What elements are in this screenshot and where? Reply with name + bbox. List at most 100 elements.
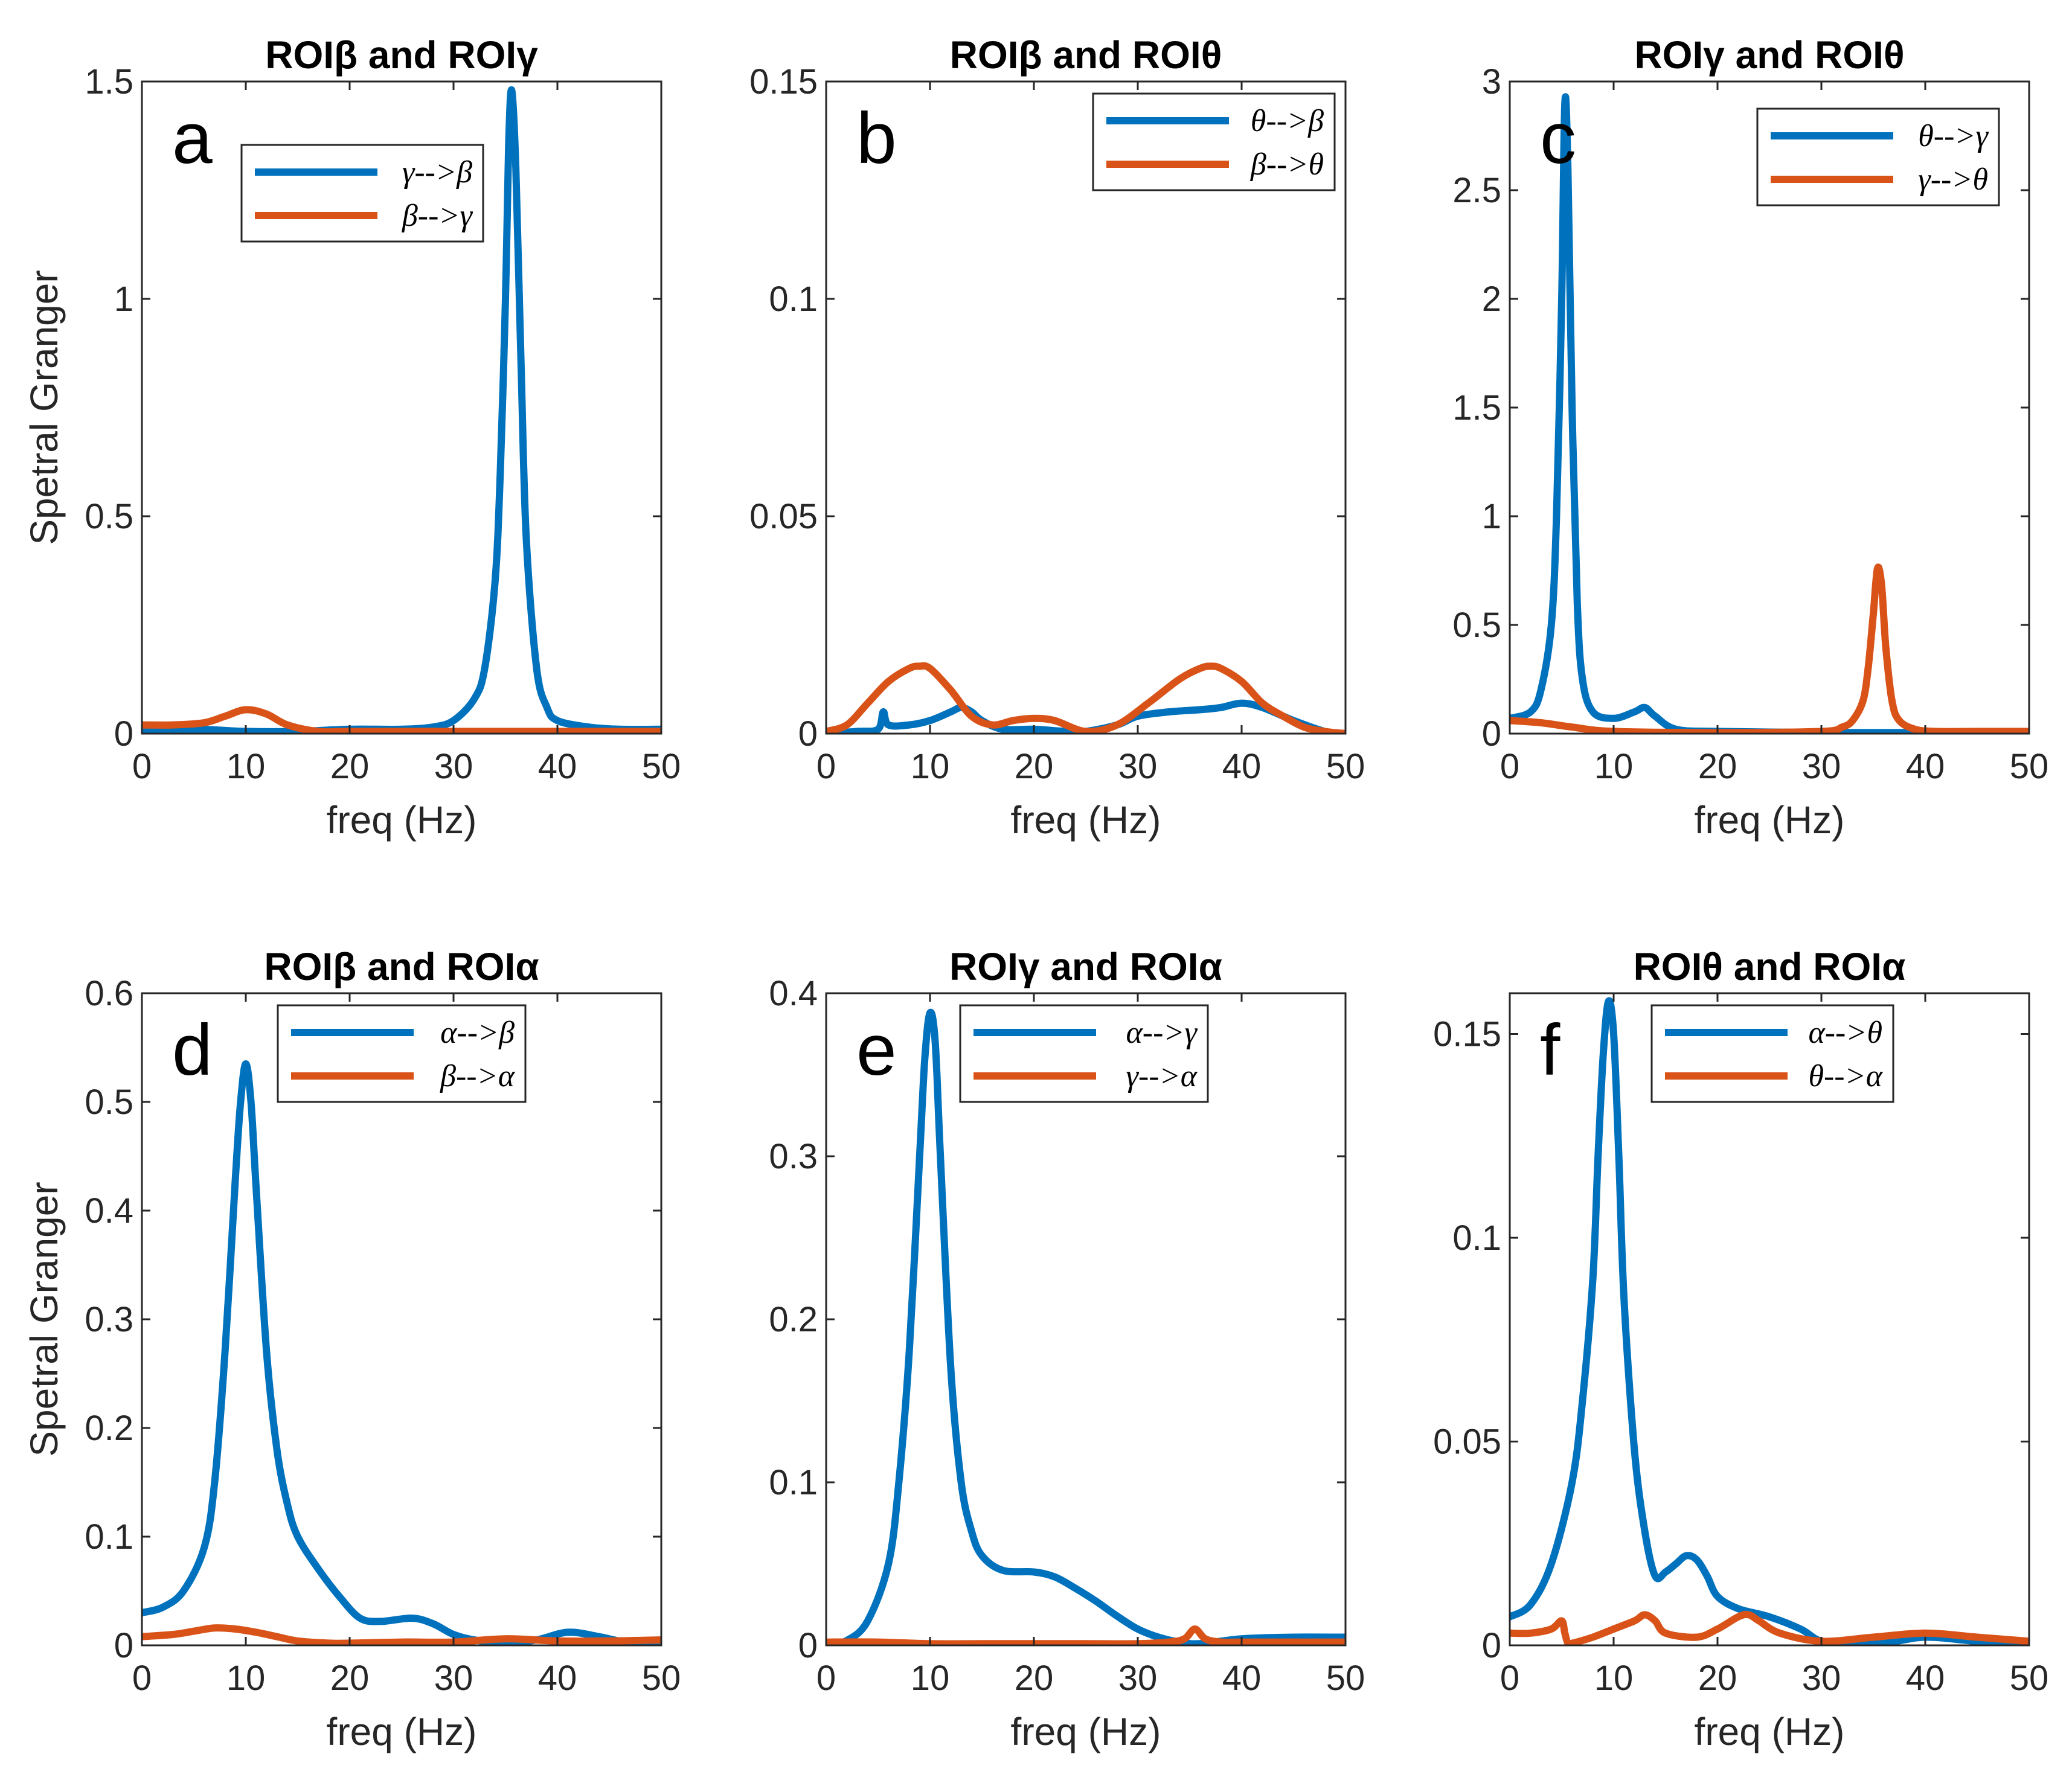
x-tick-label: 50 [2010, 1659, 2049, 1698]
legend-box [1092, 92, 1336, 191]
panel-title: ROIγ and ROIα [949, 945, 1222, 988]
axes-frame [825, 80, 1347, 735]
y-tick-label: 0.05 [1433, 1423, 1501, 1462]
y-tick-label: 1 [114, 280, 133, 319]
series-line-a-orange [142, 706, 661, 734]
x-tick-label: 10 [226, 747, 266, 786]
x-tick-label: 40 [538, 747, 577, 786]
x-tick-label: 20 [330, 747, 370, 786]
y-tick-label: 0.1 [769, 280, 818, 319]
legend: θ-->γ γ-->θ [1756, 107, 2000, 206]
legend: γ-->β β-->γ [240, 144, 484, 243]
y-tick-label: 3 [1482, 62, 1501, 101]
legend: α-->θ θ-->α [1650, 1004, 1894, 1103]
y-tick-label: 2.5 [1452, 171, 1501, 210]
legend: θ-->β β-->θ [1092, 92, 1336, 191]
legend-entry: α-->θ [1808, 1016, 1882, 1050]
x-tick-label: 40 [1222, 747, 1262, 786]
y-tick-label: 0 [114, 714, 133, 754]
y-tick-label: 0.2 [85, 1409, 133, 1448]
x-tick-label: 20 [1015, 1659, 1054, 1698]
x-tick-label: 30 [434, 747, 473, 786]
x-tick-label: 40 [538, 1659, 577, 1698]
y-tick-label: 0.4 [769, 974, 818, 1013]
x-axis-label: freq (Hz) [1695, 798, 1845, 842]
legend-box [240, 144, 484, 243]
x-axis-label: freq (Hz) [1011, 1710, 1161, 1753]
y-tick-label: 0.1 [1452, 1218, 1501, 1258]
x-tick-label: 20 [1015, 747, 1054, 786]
y-tick-label: 2 [1482, 280, 1501, 319]
panel-letter: c [1540, 98, 1576, 179]
x-tick-label: 40 [1222, 1659, 1262, 1698]
panel-title: ROIβ and ROIθ [950, 33, 1222, 77]
y-tick-label: 1.5 [1452, 388, 1501, 427]
y-tick-label: 0.1 [769, 1463, 818, 1502]
x-tick-label: 30 [1802, 1659, 1841, 1698]
legend-entry: β-->α [440, 1059, 516, 1093]
y-tick-label: 0.5 [85, 1083, 133, 1122]
x-tick-label: 20 [1698, 747, 1737, 786]
legend-entry: β-->γ [402, 199, 473, 233]
x-tick-label: 50 [1326, 747, 1365, 786]
x-tick-label: 10 [911, 747, 950, 786]
legend-entry: θ-->α [1808, 1059, 1883, 1093]
x-tick-label: 0 [132, 747, 152, 786]
y-tick-label: 0 [1482, 714, 1501, 754]
x-tick-label: 20 [330, 1659, 370, 1698]
y-tick-label: 0 [798, 714, 818, 754]
y-tick-label: 0.05 [749, 497, 818, 536]
panel-b: 0 10 20 30 40 50 0 0.05 0.1 0.15 ROIβ and ROIθ freq… [749, 33, 1365, 842]
y-tick-label: 0 [1482, 1626, 1501, 1665]
x-tick-label: 50 [642, 1659, 681, 1698]
legend-entry: θ-->β [1251, 104, 1324, 138]
series-line-f-orange [1510, 1610, 2029, 1645]
y-tick-label: 1.5 [85, 62, 133, 101]
y-tick-label: 0.3 [85, 1300, 133, 1339]
axes-frame [1509, 992, 2030, 1647]
panel-letter: a [172, 98, 213, 179]
x-tick-label: 10 [1594, 747, 1634, 786]
panel-c: 0 10 20 30 40 50 0 0.5 1 1.5 2 2.5 3 ROIγ and ROIθ fre… [1452, 33, 2048, 842]
panel-title: ROIβ and ROIγ [265, 33, 538, 77]
legend-entry: β-->θ [1250, 147, 1324, 182]
x-axis-label: freq (Hz) [1011, 798, 1161, 842]
y-tick-label: 0.5 [1452, 606, 1501, 645]
x-axis-label: freq (Hz) [1695, 1710, 1845, 1753]
panel-title: ROIθ and ROIα [1634, 945, 1906, 988]
x-tick-label: 40 [1906, 747, 1945, 786]
panel-title: ROIγ and ROIθ [1634, 33, 1904, 77]
series-line-c-orange [1510, 563, 2029, 734]
panel-e: 0 10 20 30 40 50 0 0.1 0.2 0.3 0.4 ROIγ and ROIα fre… [769, 945, 1365, 1753]
panel-a: 0 10 20 30 40 50 0 0.5 1 1.5 ROIβ and ROIγ freq (Hz… [22, 33, 681, 842]
panel-letter: e [856, 1010, 897, 1090]
series-line-d-orange [142, 1624, 661, 1645]
legend-entry: γ-->α [1126, 1059, 1198, 1093]
x-tick-label: 50 [2010, 747, 2049, 786]
x-tick-label: 20 [1698, 1659, 1737, 1698]
panel-letter: d [172, 1010, 213, 1090]
y-axis-label: Spetral Granger [22, 270, 66, 545]
panel-title: ROIβ and ROIα [264, 945, 539, 988]
y-tick-label: 0 [798, 1626, 818, 1665]
x-tick-label: 30 [1118, 747, 1158, 786]
y-tick-label: 0 [114, 1626, 133, 1665]
x-tick-label: 40 [1906, 1659, 1945, 1698]
x-tick-label: 0 [1500, 747, 1519, 786]
series-line-d-blue [142, 1060, 661, 1645]
y-tick-label: 0.4 [85, 1191, 133, 1231]
y-tick-label: 0.2 [769, 1300, 818, 1339]
panel-f: 0 10 20 30 40 50 0 0.05 0.1 0.15 ROIθ and ROIα freq… [1433, 945, 2048, 1753]
legend-box [1650, 1004, 1894, 1103]
series-line-e-blue [826, 1008, 1346, 1645]
legend: α-->β β-->α [277, 1004, 527, 1103]
x-tick-label: 50 [1326, 1659, 1365, 1698]
legend: α-->γ γ-->α [959, 1004, 1209, 1103]
legend-box [1756, 107, 2000, 206]
y-tick-label: 1 [1482, 497, 1501, 536]
x-tick-label: 0 [816, 747, 836, 786]
y-tick-label: 0.15 [749, 62, 818, 101]
panel-d: 0 10 20 30 40 50 0 0.1 0.2 0.3 0.4 0.5 0.6 ROIβ and R… [22, 945, 681, 1753]
y-tick-label: 0.6 [85, 974, 133, 1013]
